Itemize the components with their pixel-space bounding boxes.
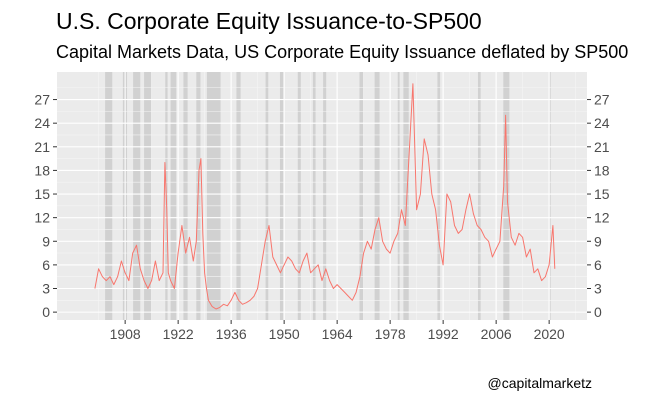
recession-band [144, 72, 152, 320]
y-right-tick-label: 18 [594, 162, 610, 178]
x-tick-label: 1922 [163, 326, 194, 342]
x-tick-label: 1992 [428, 326, 459, 342]
recession-band [437, 72, 441, 320]
recession-band [206, 72, 221, 320]
y-left-tick-label: 6 [42, 257, 50, 273]
y-left-tick-label: 24 [34, 115, 50, 131]
y-right-tick-label: 24 [594, 115, 610, 131]
recession-band [312, 72, 316, 320]
caption: @capitalmarketz [487, 375, 592, 391]
recession-band [549, 72, 551, 320]
y-left-tick-label: 18 [34, 162, 50, 178]
x-tick-label: 1950 [269, 326, 300, 342]
recession-band [170, 72, 177, 320]
recession-band [359, 72, 364, 320]
y-left-tick-label: 3 [42, 281, 50, 297]
x-tick-label: 1978 [375, 326, 406, 342]
recession-band [105, 72, 113, 320]
y-right-tick-label: 27 [594, 92, 610, 108]
y-right-tick-label: 3 [594, 281, 602, 297]
x-tick-label: 1964 [322, 326, 353, 342]
recession-band [477, 72, 481, 320]
y-right-tick-label: 9 [594, 233, 602, 249]
recession-band [265, 72, 269, 320]
x-tick-label: 1936 [216, 326, 247, 342]
recession-band [133, 72, 141, 320]
y-left-tick-label: 0 [42, 304, 50, 320]
recession-band [503, 72, 510, 320]
x-tick-label: 2006 [481, 326, 512, 342]
x-tick-label: 2020 [534, 326, 565, 342]
y-right-tick-label: 15 [594, 186, 610, 202]
y-right-tick-label: 6 [594, 257, 602, 273]
recession-band [297, 72, 301, 320]
recession-band [374, 72, 380, 320]
recession-band [183, 72, 188, 320]
recession-band [236, 72, 241, 320]
y-left-tick-label: 27 [34, 92, 50, 108]
series-line [94, 83, 556, 310]
y-right-tick-label: 12 [594, 210, 610, 226]
recession-band [403, 72, 409, 320]
chart-title: U.S. Corporate Equity Issuance-to-SP500 [56, 8, 482, 34]
y-left-tick-label: 12 [34, 210, 50, 226]
y-left-tick-label: 15 [34, 186, 50, 202]
recession-band [323, 72, 327, 320]
recession-band [279, 72, 284, 320]
y-left-tick-label: 9 [42, 233, 50, 249]
y-right-tick-label: 0 [594, 304, 602, 320]
y-left-tick-label: 21 [34, 139, 50, 155]
recession-band [397, 72, 400, 320]
chart-subtitle: Capital Markets Data, US Corporate Equit… [56, 42, 629, 62]
x-tick-label: 1908 [110, 326, 141, 342]
y-right-tick-label: 21 [594, 139, 610, 155]
